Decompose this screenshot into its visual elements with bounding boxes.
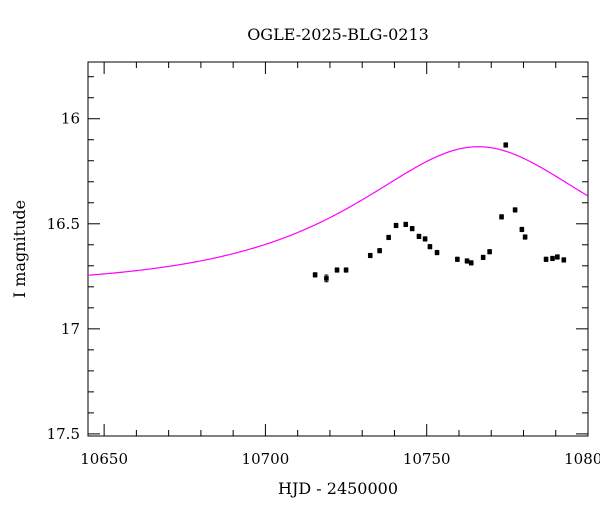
data-point bbox=[487, 249, 492, 255]
point-marker bbox=[503, 142, 509, 148]
point-marker bbox=[499, 214, 504, 220]
point-marker bbox=[343, 267, 349, 273]
point-marker bbox=[393, 223, 399, 228]
data-point bbox=[519, 226, 525, 233]
data-point bbox=[403, 221, 409, 228]
y-tick-label: 17.5 bbox=[47, 425, 80, 443]
point-marker bbox=[324, 276, 329, 281]
data-point bbox=[427, 244, 433, 250]
data-point bbox=[543, 256, 549, 262]
data-point bbox=[468, 260, 474, 266]
data-point bbox=[334, 267, 340, 273]
data-point bbox=[503, 142, 509, 148]
data-point bbox=[343, 267, 349, 273]
data-point bbox=[312, 272, 318, 278]
plot-frame bbox=[87, 61, 589, 437]
y-tick-labels: 16 16.5 17 17.5 bbox=[47, 110, 80, 443]
data-point bbox=[499, 214, 504, 220]
data-point bbox=[434, 249, 440, 256]
point-marker bbox=[455, 256, 460, 262]
data-point bbox=[386, 234, 391, 241]
data-point bbox=[464, 258, 470, 264]
x-tick-label: 10700 bbox=[242, 450, 290, 468]
data-point bbox=[393, 222, 399, 229]
axis-ticks bbox=[88, 62, 589, 436]
x-axis-label: HJD - 2450000 bbox=[278, 479, 398, 498]
y-tick-label: 16 bbox=[61, 110, 80, 128]
data-point bbox=[367, 252, 373, 259]
y-tick-label: 16.5 bbox=[47, 215, 80, 233]
point-marker bbox=[464, 258, 470, 264]
y-tick-label: 17 bbox=[61, 320, 80, 338]
point-marker bbox=[427, 244, 433, 249]
data-points bbox=[312, 142, 567, 283]
x-tick-label: 10800 bbox=[564, 450, 600, 468]
chart-title: OGLE-2025-BLG-0213 bbox=[247, 25, 429, 44]
x-tick-labels: 10650 10700 10750 10800 bbox=[80, 450, 600, 468]
point-marker bbox=[434, 250, 440, 255]
point-marker bbox=[480, 255, 486, 260]
point-marker bbox=[561, 257, 567, 263]
y-axis-label: I magnitude bbox=[10, 200, 29, 298]
point-marker bbox=[543, 256, 549, 262]
point-marker bbox=[367, 253, 373, 258]
data-point bbox=[550, 255, 555, 262]
data-point bbox=[324, 274, 329, 283]
data-point bbox=[561, 257, 567, 263]
data-point bbox=[422, 236, 428, 242]
point-marker bbox=[550, 256, 555, 261]
point-marker bbox=[409, 226, 415, 231]
point-marker bbox=[468, 260, 474, 266]
data-point bbox=[555, 254, 560, 260]
point-marker bbox=[422, 236, 428, 242]
point-marker bbox=[555, 254, 560, 260]
data-point bbox=[409, 226, 415, 232]
point-marker bbox=[312, 272, 318, 278]
point-marker bbox=[403, 222, 409, 227]
point-marker bbox=[512, 207, 518, 213]
data-point bbox=[480, 254, 486, 261]
point-marker bbox=[386, 235, 391, 240]
point-marker bbox=[416, 234, 422, 239]
x-tick-label: 10650 bbox=[80, 450, 128, 468]
data-point bbox=[522, 234, 528, 240]
data-point bbox=[416, 233, 422, 239]
data-point bbox=[455, 256, 460, 262]
point-marker bbox=[519, 227, 525, 232]
model-curve bbox=[88, 146, 588, 276]
x-tick-label: 10750 bbox=[403, 450, 451, 468]
data-point bbox=[377, 248, 382, 254]
data-point bbox=[512, 207, 518, 213]
point-marker bbox=[487, 249, 492, 255]
point-marker bbox=[377, 248, 382, 253]
point-marker bbox=[522, 234, 528, 240]
point-marker bbox=[334, 267, 340, 273]
